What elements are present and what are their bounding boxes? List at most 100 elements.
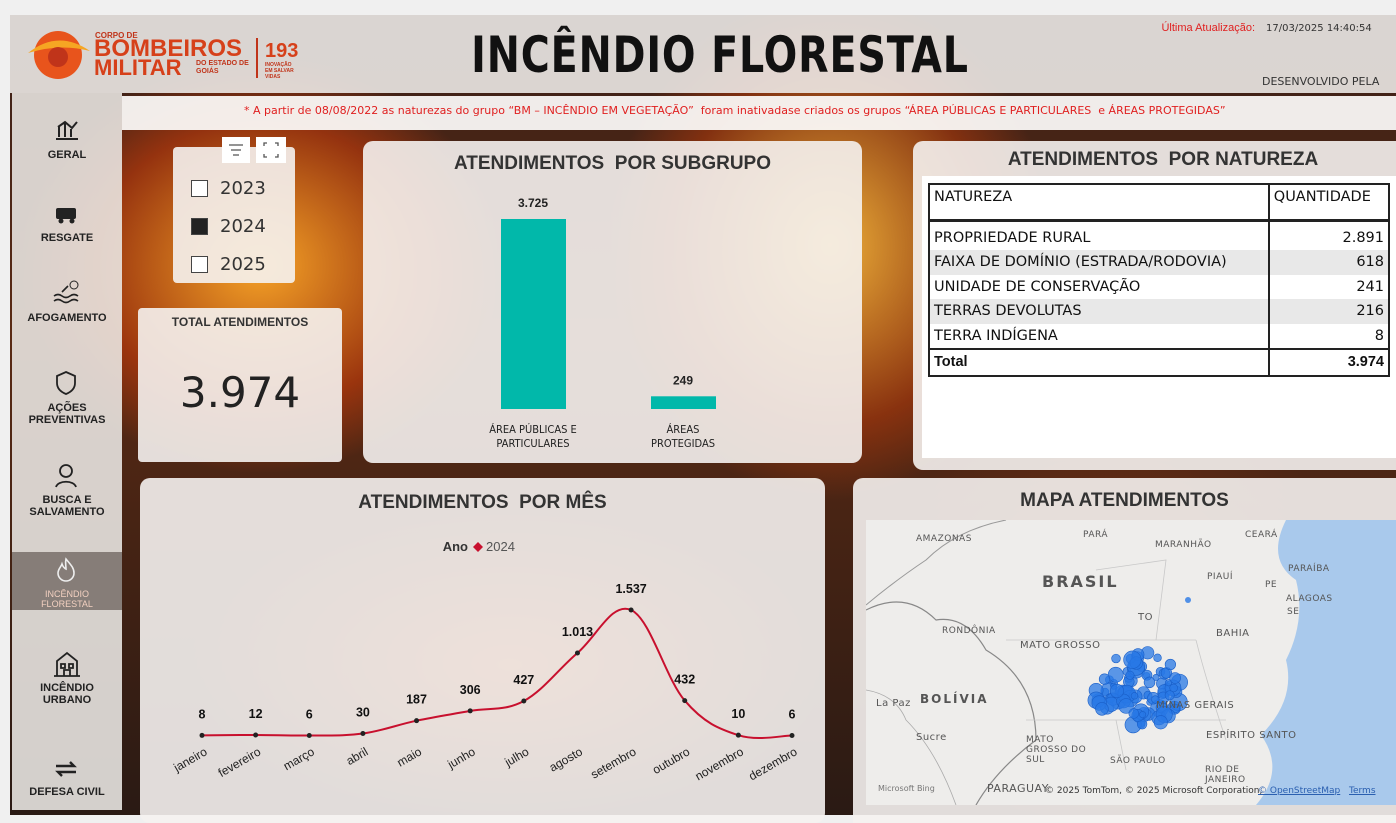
logo-tagline: INOVAÇÃO EM SALVAR VIDAS (265, 62, 294, 80)
monthly-panel (140, 478, 825, 823)
map-bing-logo: Microsoft Bing (878, 784, 935, 793)
table-cell: TERRAS DEVOLUTAS (934, 303, 1082, 320)
year-checkbox[interactable] (191, 218, 208, 235)
x-tick-label: março (281, 744, 317, 773)
line-point (521, 698, 527, 704)
focus-icon[interactable] (256, 137, 286, 163)
point-label: 432 (674, 673, 695, 687)
nav-label: GERAL (47, 149, 87, 161)
map-label: RIO DE JANEIRO (1205, 765, 1246, 785)
map-label: La Paz (876, 698, 911, 709)
map-label: RONDÔNIA (942, 626, 996, 636)
x-tick-label: janeiro (170, 744, 209, 775)
map-osm-link[interactable]: © OpenStreetMap (1258, 786, 1341, 796)
bar (651, 396, 716, 409)
point-label: 6 (789, 708, 796, 722)
nav-item[interactable]: INCÊNDIO URBANO (12, 648, 122, 706)
map-bubble (1143, 676, 1156, 689)
nav-item[interactable]: RESGATE (12, 198, 122, 244)
map-label: MARANHÃO (1155, 540, 1212, 550)
nav-item[interactable]: AFOGAMENTO (12, 278, 122, 324)
nav-icon (57, 557, 75, 582)
point-label: 427 (513, 673, 534, 687)
table-title: ATENDIMENTOS POR NATUREZA (1007, 149, 1319, 170)
header-bar (10, 15, 1396, 93)
update-value: 17/03/2025 14:40:54 (1266, 23, 1372, 34)
update-label: Última Atualização: (1161, 22, 1255, 34)
table-cell: UNIDADE DE CONSERVAÇÃO (934, 278, 1141, 295)
map (866, 520, 1396, 805)
bar (501, 219, 566, 409)
nav-icon (54, 651, 80, 677)
map-label: PARAÍBA (1288, 564, 1330, 574)
filter-icons (222, 137, 286, 163)
monthly-chart: Ano 2024 8 janeiro 12 fevereiro 6 março 30 abril 1… (170, 539, 799, 783)
map-label: MATO GROSSO DO SUL (1026, 735, 1087, 765)
map-bubble (1095, 702, 1109, 716)
nav-label: AÇÕES PREVENTIVAS (28, 402, 106, 426)
table-cell: 618 (1267, 250, 1389, 275)
page-title: INCÊNDIO FLORESTAL (471, 26, 969, 84)
point-label: 187 (406, 693, 427, 707)
map-label: ALAGOAS (1286, 594, 1333, 604)
year-checkbox[interactable] (191, 180, 208, 197)
map-bubble (1185, 597, 1191, 603)
table-cell: PROPRIEDADE RURAL (934, 229, 1091, 246)
kpi-panel (138, 308, 342, 462)
monthly-title: ATENDIMENTOS POR MÊS (358, 492, 607, 513)
map-bubble (1169, 683, 1178, 693)
nav-item[interactable]: GERAL (12, 115, 122, 161)
nav-icon (53, 280, 79, 304)
map-bubble (1125, 670, 1135, 680)
nav-label: BUSCA E SALVAMENTO (29, 494, 105, 518)
nav-item[interactable]: DEFESA CIVIL (12, 752, 122, 798)
logo-line1: CORPO DE (95, 31, 138, 40)
nav-item[interactable]: BUSCA E SALVAMENTO (12, 460, 122, 518)
map-label: Sucre (916, 732, 947, 743)
table-cell: 2.891 (1267, 220, 1389, 250)
logo-line2: BOMBEIROS (94, 35, 243, 62)
map-bubble (1164, 658, 1176, 671)
map-label: PE (1265, 580, 1278, 590)
table-wrap: NATUREZA QUANTIDADE PROPRIEDADE RURAL 2.891… (928, 183, 1396, 377)
x-tick-label: fevereiro (216, 744, 264, 780)
table-row: PROPRIEDADE RURAL 2.891 (929, 220, 1389, 250)
map-label: SÃO PAULO (1110, 756, 1166, 766)
map-label: BOLÍVIA (920, 692, 989, 706)
nav-icon (56, 371, 76, 395)
map-bubble (1152, 674, 1160, 681)
map-terms-link[interactable]: Terms (1349, 786, 1376, 796)
nav-icon (56, 120, 78, 140)
nav-item[interactable]: INCÊNDIO FLORESTAL (12, 555, 122, 609)
bar-category-box: ÁREA PÚBLICAS E PARTICULARES (489, 423, 577, 450)
table-cell: TERRA INDÍGENA (934, 327, 1058, 344)
point-label: 8 (199, 707, 206, 721)
map-bubble (1153, 653, 1162, 663)
year-checkbox[interactable] (191, 256, 208, 273)
map-bubble (1118, 698, 1134, 714)
logo-line3: MILITAR (94, 55, 182, 80)
map-label: AMAZONAS (916, 534, 972, 544)
point-label: 6 (306, 708, 313, 722)
table-cell: FAIXA DE DOMÍNIO (ESTRADA/RODOVIA) (934, 254, 1227, 271)
map-bubble (1130, 692, 1139, 700)
point-label: 306 (460, 683, 481, 697)
nav-item[interactable]: AÇÕES PREVENTIVAS (12, 368, 122, 426)
line-point (574, 650, 580, 656)
map-label: PARÁ (1083, 530, 1109, 540)
x-tick-label: maio (395, 744, 425, 769)
legend-entry: 2024 (486, 539, 515, 554)
point-label: 1.013 (562, 625, 593, 639)
map-bubble (1139, 711, 1147, 719)
notice: * A partir de 08/08/2022 as naturezas do… (122, 96, 1396, 130)
total-cell: Total (934, 354, 968, 371)
nav-label: AFOGAMENTO (27, 312, 107, 324)
map-label: CEARÁ (1245, 530, 1278, 540)
map-bubble (1164, 690, 1175, 701)
x-tick-label: junho (444, 744, 478, 771)
subgroup-panel (363, 141, 862, 463)
kpi-label: TOTAL ATENDIMENTOS (171, 315, 309, 329)
x-tick-label: agosto (547, 744, 585, 774)
table-total-row: Total 3.974 (929, 349, 1389, 376)
